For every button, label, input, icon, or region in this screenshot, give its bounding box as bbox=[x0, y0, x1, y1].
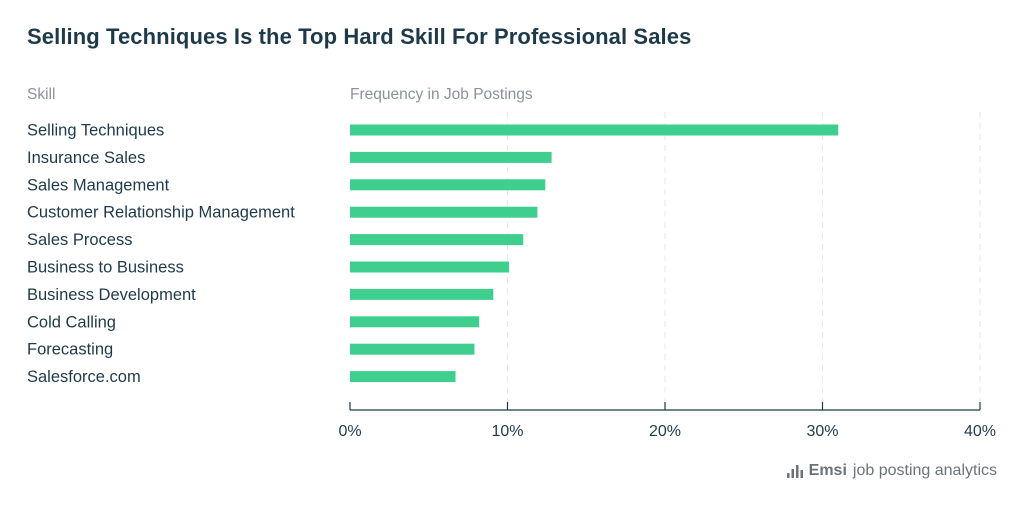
bar bbox=[350, 343, 475, 355]
bar bbox=[350, 261, 510, 273]
brand-tagline: job posting analytics bbox=[852, 462, 997, 479]
bar-chart-icon bbox=[786, 465, 803, 478]
x-tick-label: 30% bbox=[806, 423, 838, 440]
x-tick-label: 20% bbox=[649, 423, 681, 440]
bar bbox=[350, 179, 546, 191]
brand-name: Emsi bbox=[808, 462, 847, 479]
bar bbox=[350, 371, 456, 383]
bar bbox=[350, 206, 538, 218]
category-label: Business to Business bbox=[27, 259, 184, 277]
chart-title: Selling Techniques Is the Top Hard Skill… bbox=[27, 24, 692, 49]
category-label: Salesforce.com bbox=[27, 368, 141, 386]
bar bbox=[350, 234, 524, 246]
bar bbox=[350, 124, 839, 136]
x-tick-label: 40% bbox=[964, 423, 996, 440]
category-label: Cold Calling bbox=[27, 313, 116, 331]
value-header: Frequency in Job Postings bbox=[350, 86, 533, 103]
x-tick-label: 0% bbox=[338, 423, 361, 440]
bar bbox=[350, 316, 480, 328]
category-label: Business Development bbox=[27, 286, 196, 304]
x-tick-label: 10% bbox=[491, 423, 523, 440]
category-label: Forecasting bbox=[27, 341, 113, 359]
category-label: Sales Process bbox=[27, 231, 132, 249]
category-label: Customer Relationship Management bbox=[27, 204, 295, 222]
category-header: Skill bbox=[27, 86, 56, 103]
category-label: Insurance Sales bbox=[27, 149, 145, 167]
bar bbox=[350, 288, 494, 300]
bar bbox=[350, 151, 552, 163]
category-label: Selling Techniques bbox=[27, 122, 164, 140]
footer-branding: Emsi job posting analytics bbox=[786, 462, 997, 480]
category-label: Sales Management bbox=[27, 176, 170, 194]
